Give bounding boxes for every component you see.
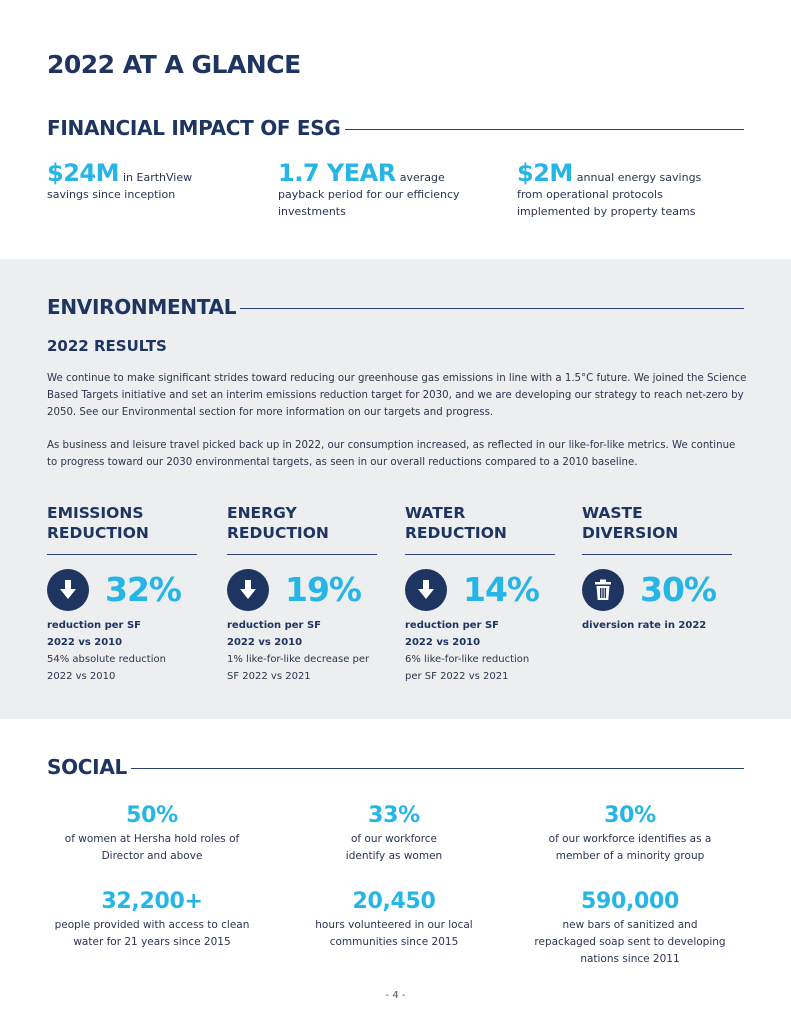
metric-value: 30% bbox=[640, 570, 717, 609]
divider bbox=[227, 554, 377, 555]
stat-value: 1.7 YEAR bbox=[278, 159, 396, 187]
metric-energy: ENERGY REDUCTION 19% reduction per SF 202… bbox=[227, 503, 377, 682]
social-stat: 20,450 hours volunteered in our local com… bbox=[279, 889, 509, 951]
metric-value: 32% bbox=[105, 570, 182, 609]
divider bbox=[47, 554, 197, 555]
social-heading: SOCIAL bbox=[47, 755, 127, 779]
stat-value: 590,000 bbox=[580, 889, 680, 914]
social-stat: 50% of women at Hersha hold roles of Dire… bbox=[37, 803, 267, 865]
stat-value: 33% bbox=[368, 803, 420, 828]
stat-lead: annual energy savings bbox=[576, 171, 702, 184]
stat-description: savings since inception bbox=[47, 188, 176, 201]
metric-description: reduction per SF 2022 vs 2010 1% like-fo… bbox=[227, 620, 370, 682]
stat-value: 32,200+ bbox=[101, 889, 203, 914]
metric-description: reduction per SF 2022 vs 2010 54% absolu… bbox=[47, 620, 166, 682]
social-stat: 30% of our workforce identifies as a memb… bbox=[515, 803, 745, 865]
divider bbox=[344, 128, 744, 130]
environmental-band bbox=[0, 259, 791, 719]
metric-value: 19% bbox=[285, 570, 362, 609]
stat-description: new bars of sanitized and repackaged soap… bbox=[534, 919, 726, 965]
social-stat: 33% of our workforce identify as women bbox=[279, 803, 509, 865]
paragraph: We continue to make significant strides … bbox=[47, 373, 747, 418]
stat-lead: average bbox=[399, 171, 445, 184]
down-arrow-icon bbox=[227, 569, 269, 611]
metric-description: diversion rate in 2022 bbox=[582, 620, 707, 631]
financial-stat: $24M in EarthView savings since inception bbox=[47, 161, 237, 203]
financial-heading: FINANCIAL IMPACT OF ESG bbox=[47, 116, 341, 140]
metric-title: EMISSIONS REDUCTION bbox=[47, 504, 149, 542]
stat-description: hours volunteered in our local communitie… bbox=[315, 919, 473, 948]
stat-lead: in EarthView bbox=[122, 171, 193, 184]
metric-water: WATER REDUCTION 14% reduction per SF 2022… bbox=[405, 503, 555, 682]
results-subheading: 2022 RESULTS bbox=[47, 337, 167, 355]
social-stat: 32,200+ people provided with access to c… bbox=[37, 889, 267, 951]
financial-stat: $2M annual energy savings from operationa… bbox=[517, 161, 717, 220]
stat-description: payback period for our efficiency invest… bbox=[278, 188, 460, 218]
down-arrow-icon bbox=[405, 569, 447, 611]
paragraph: As business and leisure travel picked ba… bbox=[47, 440, 736, 468]
financial-stat: 1.7 YEAR average payback period for our e… bbox=[278, 161, 483, 220]
divider bbox=[130, 767, 744, 769]
divider bbox=[405, 554, 555, 555]
down-arrow-icon bbox=[47, 569, 89, 611]
divider bbox=[240, 307, 744, 309]
metric-emissions: EMISSIONS REDUCTION 32% reduction per SF … bbox=[47, 503, 197, 682]
page-number: - 4 - bbox=[385, 990, 406, 1001]
stat-description: people provided with access to clean wate… bbox=[54, 919, 250, 948]
metric-title: WATER REDUCTION bbox=[405, 504, 507, 542]
metric-waste: WASTE DIVERSION 30% diversion rate in 202… bbox=[582, 503, 732, 631]
financial-section-header: FINANCIAL IMPACT OF ESG bbox=[47, 116, 744, 140]
stat-value: 20,450 bbox=[352, 889, 436, 914]
social-stat: 590,000 new bars of sanitized and repacka… bbox=[515, 889, 745, 968]
stat-value: 50% bbox=[126, 803, 178, 828]
divider bbox=[582, 554, 732, 555]
stat-description: of women at Hersha hold roles of Director… bbox=[64, 833, 240, 862]
stat-value: 30% bbox=[604, 803, 656, 828]
metric-value: 14% bbox=[463, 570, 540, 609]
metric-description: reduction per SF 2022 vs 2010 6% like-fo… bbox=[405, 620, 530, 682]
stat-description: of our workforce identifies as a member o… bbox=[548, 833, 712, 862]
trash-can-icon bbox=[582, 569, 624, 611]
stat-description: from operational protocols implemented b… bbox=[517, 188, 696, 218]
stat-description: of our workforce identify as women bbox=[345, 833, 443, 862]
page-title: 2022 AT A GLANCE bbox=[47, 50, 301, 79]
environmental-section-header: ENVIRONMENTAL bbox=[47, 295, 744, 319]
stat-value: $24M bbox=[47, 159, 119, 187]
stat-value: $2M bbox=[517, 159, 573, 187]
environmental-heading: ENVIRONMENTAL bbox=[47, 295, 237, 319]
metric-title: WASTE DIVERSION bbox=[582, 504, 679, 542]
metric-title: ENERGY REDUCTION bbox=[227, 504, 329, 542]
social-section-header: SOCIAL bbox=[47, 755, 744, 779]
